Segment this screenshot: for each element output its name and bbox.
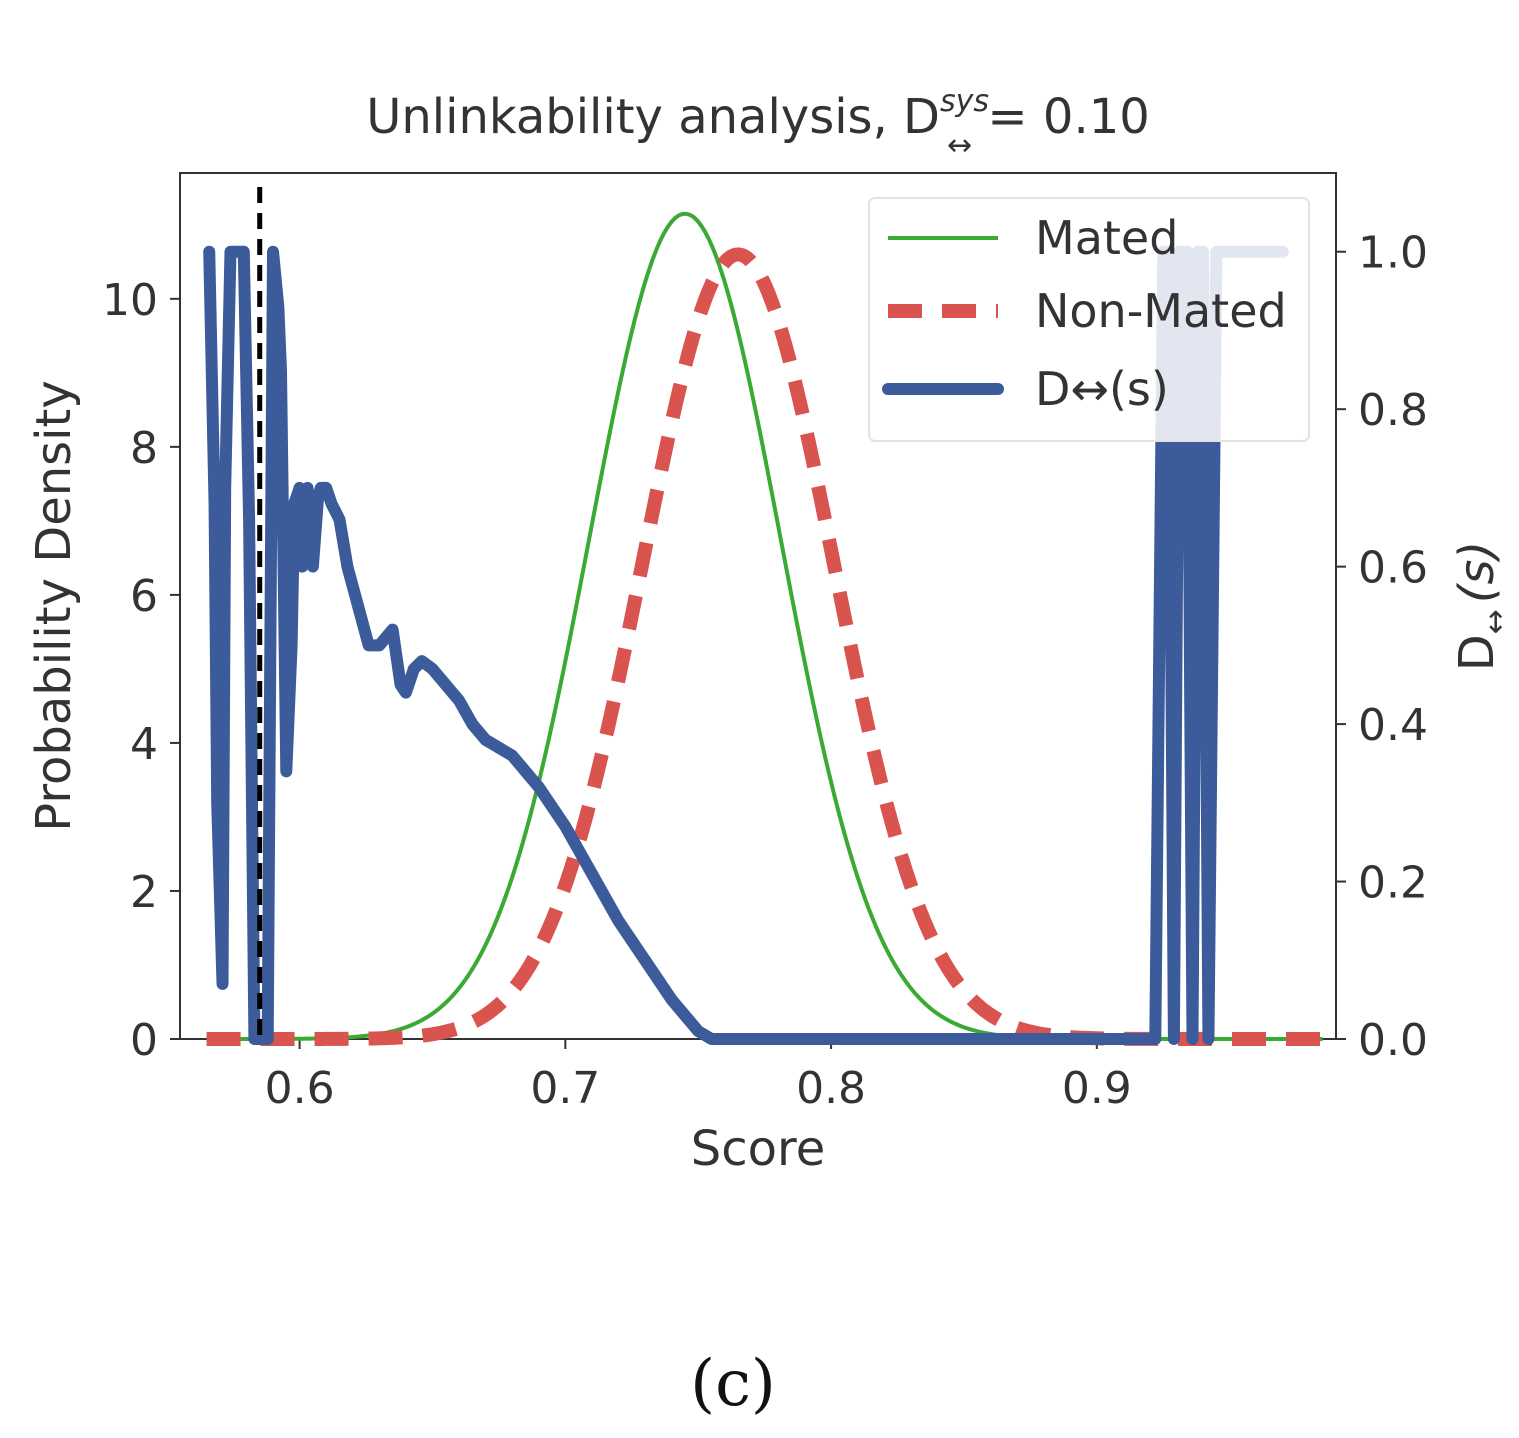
y-right-tick-label-2: 0.4 <box>1358 700 1428 751</box>
y-right-axis-label-main: D <box>1449 634 1505 671</box>
y-right-tick-label-5: 1.0 <box>1358 228 1428 279</box>
y-tick-label-4: 8 <box>130 423 158 474</box>
y-right-tick-label-1: 0.2 <box>1358 858 1428 909</box>
y-right-tick-label-4: 0.8 <box>1358 385 1428 436</box>
chart-title-superscript: sys <box>940 84 989 119</box>
y-tick-label-2: 4 <box>130 719 158 770</box>
y-right-axis-ticks: 0.0 0.2 0.4 0.6 0.8 1.0 <box>1336 228 1428 1066</box>
x-tick-label-2: 0.8 <box>796 1063 866 1114</box>
y-tick-label-1: 2 <box>130 867 158 918</box>
y-tick-label-5: 10 <box>102 275 158 326</box>
x-tick-label-0: 0.6 <box>265 1063 335 1114</box>
series-d-score-line <box>203 245 1289 1045</box>
y-right-tick-label-0: 0.0 <box>1358 1015 1428 1066</box>
y-tick-label-3: 6 <box>130 571 158 622</box>
legend: Mated Non-Mated D↔(s) <box>868 197 1310 442</box>
y-axis-ticks: 0 2 4 6 8 10 <box>102 275 180 1066</box>
y-right-axis-label: D↔ (s) <box>1449 541 1513 672</box>
x-axis-ticks: 0.6 0.7 0.8 0.9 <box>265 1039 1132 1114</box>
legend-non-mated-label: Non-Mated <box>1035 284 1287 338</box>
chart-title: Unlinkability analysis, Dsys ↔ = 0.10 <box>366 84 1150 163</box>
figure-caption: (c) <box>690 1347 776 1421</box>
chart-title-prefix: Unlinkability analysis, D <box>366 89 940 145</box>
series-layer <box>203 187 1323 1046</box>
y-tick-label-0: 0 <box>130 1015 158 1066</box>
y-right-tick-label-3: 0.6 <box>1358 543 1428 594</box>
legend-box <box>868 197 1310 442</box>
y-axis-label: Probability Density <box>26 380 82 831</box>
x-axis-label: Score <box>691 1121 825 1177</box>
x-tick-label-3: 0.9 <box>1062 1063 1132 1114</box>
legend-mated-label: Mated <box>1035 211 1178 265</box>
y-right-axis-label-sub: ↔ <box>1478 609 1513 634</box>
chart-title-subscript: ↔ <box>947 128 972 163</box>
chart-title-suffix: = 0.10 <box>972 89 1150 145</box>
y-right-axis-label-paren: (s) <box>1449 541 1505 603</box>
legend-d-score-label: D↔(s) <box>1035 362 1169 416</box>
x-tick-label-1: 0.7 <box>530 1063 600 1114</box>
